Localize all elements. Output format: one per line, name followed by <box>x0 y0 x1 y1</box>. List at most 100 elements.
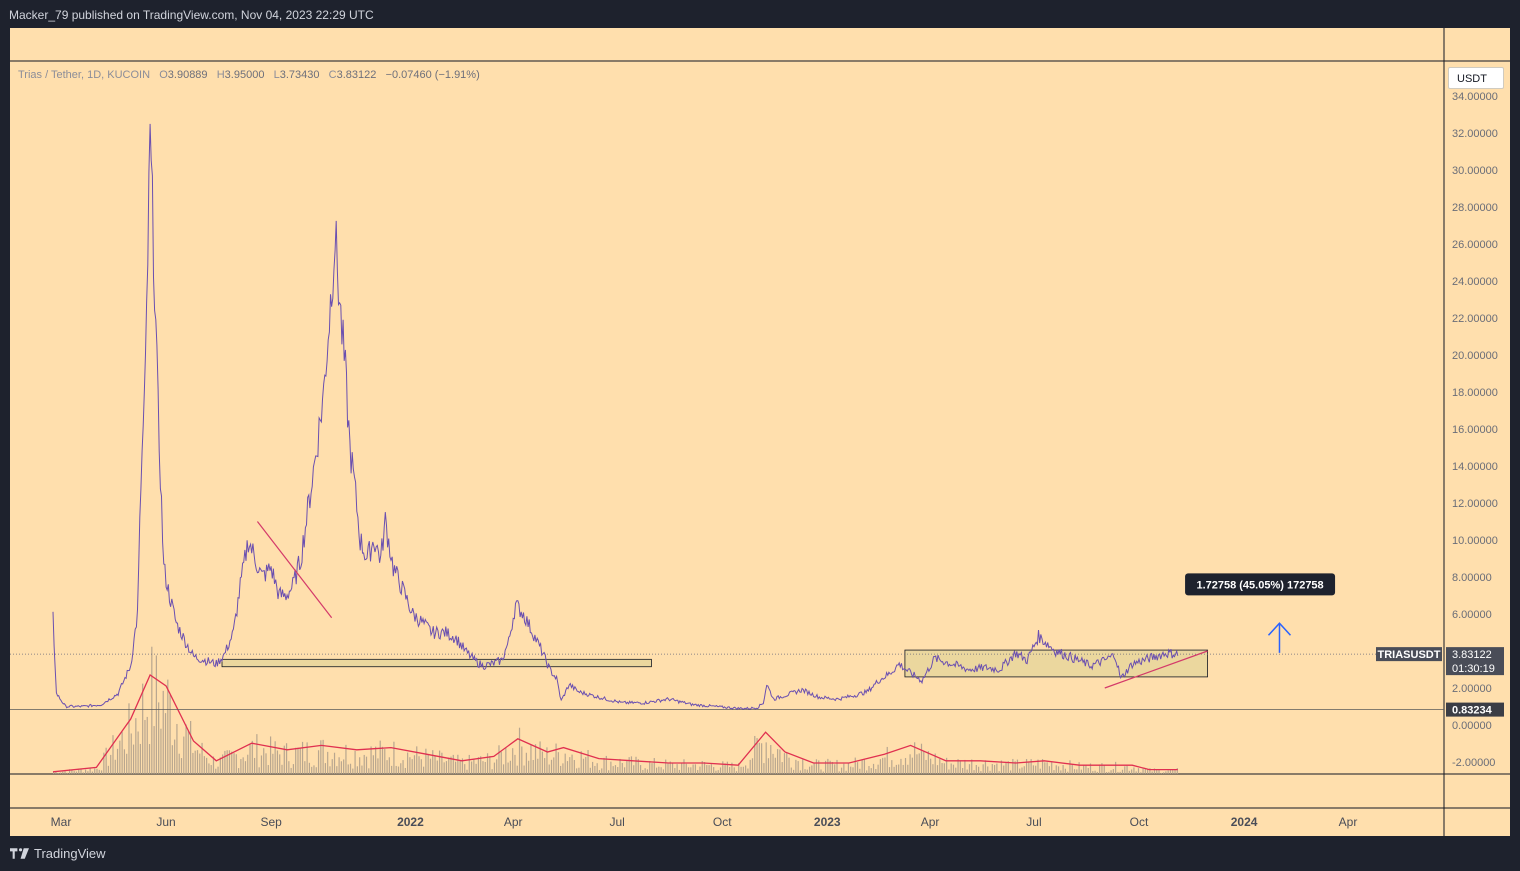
y-tick-0: 34.00000 <box>1452 91 1498 103</box>
volume-bar-125 <box>338 757 340 774</box>
volume-bar-409 <box>987 766 989 774</box>
volume-bar-129 <box>347 764 349 774</box>
volume-bar-234 <box>587 750 589 774</box>
volume-bar-271 <box>671 762 674 774</box>
volume-bar-361 <box>877 764 879 774</box>
price-axis[interactable]: 34.00000 32.00000 30.00000 28.00000 26.00000… <box>1452 91 1498 769</box>
volume-bar-376 <box>911 757 913 774</box>
volume-bar-338 <box>824 760 827 774</box>
volume-bar-44 <box>153 726 155 774</box>
volume-bar-250 <box>623 767 626 774</box>
symbol-line: Trias / Tether, 1D, KUCOIN <box>18 69 151 81</box>
volume-bar-31 <box>123 749 126 774</box>
volume-bar-136 <box>363 754 365 774</box>
trendline-3 <box>1104 650 1208 689</box>
volume-bar-199 <box>507 762 509 774</box>
volume-bar-133 <box>356 766 358 774</box>
volume-bar-448 <box>1076 769 1078 774</box>
volume-bar-124 <box>336 766 338 774</box>
volume-bar-1 <box>55 771 57 774</box>
volume-bar-331 <box>808 766 811 774</box>
volume-bar-177 <box>457 754 459 774</box>
volume-bar-162 <box>423 766 425 774</box>
volume-bar-405 <box>978 766 980 774</box>
volume-bar-206 <box>523 765 525 774</box>
volume-bar-14 <box>84 769 87 774</box>
volume-bar-130 <box>349 763 352 774</box>
volume-bar-378 <box>916 754 918 774</box>
drawings-front[interactable]: 1.72758 (45.05%) 172758 <box>256 521 1336 689</box>
volume-bar-466 <box>1117 771 1119 774</box>
volume-bar-127 <box>343 759 345 774</box>
volume-bar-430 <box>1035 765 1037 774</box>
volume-bar-458 <box>1099 764 1101 774</box>
volume-bar-360 <box>875 769 877 774</box>
volume-bar-404 <box>975 765 977 774</box>
y-tick-13: 8.00000 <box>1452 572 1492 584</box>
volume-bar-90 <box>258 767 260 774</box>
volume-bar-476 <box>1140 772 1142 774</box>
volume-bar-340 <box>829 760 831 774</box>
volume-bar-204 <box>518 727 521 774</box>
volume-bar-379 <box>918 753 920 774</box>
volume-bar-367 <box>891 760 893 774</box>
volume-bar-163 <box>425 748 427 774</box>
volume-bar-298 <box>733 767 735 774</box>
volume-bar-434 <box>1044 762 1046 774</box>
volume-bar-386 <box>934 753 936 774</box>
volume-bar-410 <box>989 770 991 774</box>
volume-bar-92 <box>263 748 265 774</box>
volume-bar-322 <box>788 757 790 774</box>
volume-bar-155 <box>407 752 409 774</box>
volume-bar-440 <box>1057 766 1060 774</box>
volume-bar-266 <box>660 767 662 774</box>
volume-bar-432 <box>1039 768 1041 774</box>
volume-bar-421 <box>1014 761 1016 774</box>
volume-bar-487 <box>1165 771 1167 774</box>
volume-bar-346 <box>843 763 845 774</box>
volume-bar-263 <box>653 758 655 774</box>
volume-bar-374 <box>907 764 909 774</box>
volume-bar-260 <box>646 769 649 774</box>
trendline-2 <box>256 521 333 619</box>
volume-bar-109 <box>301 741 304 774</box>
volume-bar-426 <box>1025 758 1028 774</box>
volume-bar-235 <box>589 767 591 774</box>
drawings-back[interactable] <box>10 649 1444 711</box>
volume-bar-353 <box>859 768 861 774</box>
volume-bar-181 <box>466 769 468 774</box>
volume-bar-477 <box>1142 768 1144 774</box>
time-axis[interactable]: Mar Jun Sep 2022 Apr Jul Oct 2023 Apr Jul Oct 2024 A… <box>51 815 1358 829</box>
x-tick-4: Apr <box>504 815 523 829</box>
y-tick-2: 30.00000 <box>1452 165 1498 177</box>
volume-bar-412 <box>993 764 996 774</box>
volume-bar-208 <box>528 760 530 774</box>
volume-bar-359 <box>872 763 875 774</box>
volume-bar-484 <box>1158 769 1160 774</box>
symbol-tag-bg <box>1376 647 1442 662</box>
volume-bar-280 <box>692 764 694 774</box>
volume-bar-173 <box>448 757 450 774</box>
y-tick-7: 20.00000 <box>1452 350 1498 362</box>
currency-button[interactable]: USDT <box>1448 67 1504 89</box>
volume-bar-19 <box>96 768 98 774</box>
volume-bar-383 <box>927 751 929 774</box>
volume-bar-211 <box>534 744 537 774</box>
volume-bar-13 <box>82 772 84 774</box>
volume-bar-373 <box>904 757 907 774</box>
volume-bar-285 <box>703 762 706 774</box>
volume-bar-112 <box>308 762 311 774</box>
volume-bar-425 <box>1023 766 1025 774</box>
volume-bar-354 <box>861 759 863 774</box>
price-line <box>52 123 1179 711</box>
volume-bar-61 <box>192 752 194 774</box>
volume-bar-178 <box>459 760 461 774</box>
tradingview-logo[interactable]: TradingView <box>10 846 106 861</box>
volume-bar-462 <box>1108 771 1110 774</box>
volume-bar-227 <box>571 754 573 774</box>
volume-bar-395 <box>955 767 957 774</box>
volume-bar-21 <box>100 770 103 774</box>
close-value: 3.83122 <box>336 69 377 81</box>
chart-frame[interactable] <box>10 28 1510 836</box>
